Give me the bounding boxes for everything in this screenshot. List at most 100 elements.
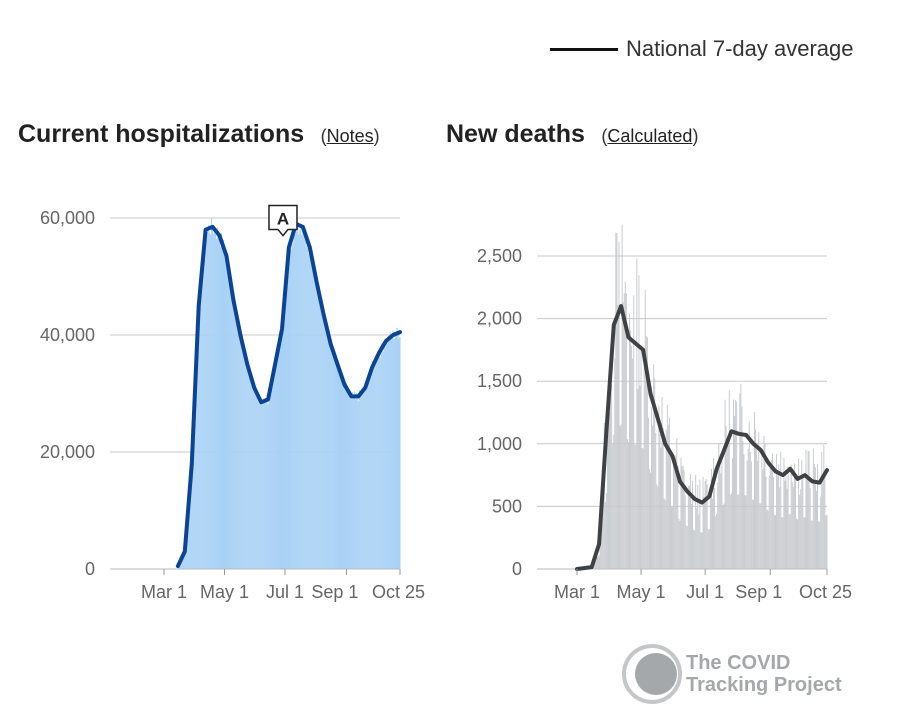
- daily-bar: [387, 335, 389, 569]
- daily-bar: [328, 341, 330, 569]
- daily-bar: [617, 304, 619, 569]
- daily-bar: [622, 302, 624, 569]
- daily-bar: [196, 350, 198, 569]
- daily-bar: [361, 392, 363, 569]
- daily-bar: [265, 402, 267, 569]
- daily-bar: [757, 460, 759, 569]
- daily-bar: [627, 441, 629, 569]
- daily-bar: [671, 506, 673, 569]
- daily-bar: [689, 473, 691, 569]
- daily-bar: [307, 247, 309, 569]
- daily-bar: [696, 508, 698, 569]
- x-tick-label: Jul 1: [266, 582, 304, 602]
- daily-bar: [247, 364, 249, 569]
- daily-bar: [725, 426, 727, 569]
- daily-bar: [279, 333, 281, 569]
- daily-bar: [602, 464, 604, 569]
- daily-bar: [826, 514, 828, 569]
- daily-bar: [684, 495, 686, 569]
- daily-bar: [781, 517, 783, 569]
- x-tick-label: May 1: [200, 582, 249, 602]
- daily-bar: [632, 358, 634, 569]
- daily-bar: [772, 477, 774, 569]
- daily-bar: [822, 478, 824, 569]
- daily-bar: [621, 224, 623, 569]
- daily-bar: [283, 302, 285, 569]
- daily-bar: [685, 525, 687, 569]
- legend: National 7-day average: [550, 36, 880, 66]
- daily-bar: [598, 555, 600, 569]
- daily-bar: [705, 478, 707, 569]
- y-tick-label: 0: [85, 559, 95, 579]
- daily-bar: [280, 337, 282, 569]
- daily-bar: [375, 362, 377, 569]
- daily-bar: [601, 497, 603, 569]
- daily-bar: [707, 529, 709, 569]
- daily-bar: [780, 451, 782, 569]
- daily-bar: [785, 474, 787, 569]
- daily-bar: [694, 530, 696, 569]
- y-tick-label: 1,500: [477, 371, 522, 391]
- daily-bar: [749, 452, 751, 569]
- daily-bar: [399, 336, 401, 569]
- daily-bar: [182, 555, 184, 569]
- daily-bar: [802, 477, 804, 569]
- daily-bar: [635, 445, 637, 569]
- daily-bar: [195, 377, 197, 569]
- daily-bar: [330, 346, 332, 569]
- daily-bar: [736, 401, 738, 569]
- daily-bar: [786, 488, 788, 569]
- daily-bar: [311, 259, 313, 569]
- daily-bar: [184, 551, 186, 569]
- daily-bar: [709, 495, 711, 569]
- daily-bar: [610, 351, 612, 569]
- daily-bar: [634, 444, 636, 569]
- daily-bar: [370, 370, 372, 569]
- daily-bar: [271, 383, 273, 569]
- daily-bar: [672, 507, 674, 569]
- daily-bar: [297, 224, 299, 570]
- daily-bar: [755, 429, 757, 569]
- daily-bar: [349, 392, 351, 569]
- y-tick-label: 60,000: [40, 208, 95, 228]
- daily-bar: [722, 505, 724, 569]
- daily-bar: [606, 438, 608, 569]
- daily-bar: [308, 254, 310, 570]
- daily-bar: [808, 450, 810, 569]
- daily-bar: [190, 475, 192, 569]
- daily-bar: [651, 407, 653, 569]
- daily-bar: [727, 442, 729, 569]
- daily-bar: [801, 459, 803, 569]
- hospitalizations-note: (Notes): [320, 126, 380, 146]
- notes-link[interactable]: Notes: [326, 126, 374, 146]
- daily-bar: [596, 546, 598, 569]
- daily-bar: [183, 553, 185, 569]
- daily-bar: [703, 496, 705, 569]
- daily-bar: [371, 361, 373, 569]
- daily-bar: [379, 357, 381, 569]
- daily-bar: [396, 327, 398, 569]
- daily-bar: [633, 295, 635, 569]
- branding-name: The COVID Tracking Project: [686, 652, 876, 696]
- daily-bar: [756, 448, 758, 569]
- daily-bar: [322, 307, 324, 569]
- daily-bar: [275, 358, 277, 569]
- daily-bar: [663, 498, 665, 569]
- daily-bar: [814, 467, 816, 569]
- daily-bar: [761, 452, 763, 569]
- y-tick-label: 2,500: [477, 246, 522, 266]
- daily-bar: [631, 345, 633, 569]
- daily-bar: [674, 464, 676, 569]
- daily-bar: [357, 400, 359, 569]
- daily-bar: [313, 267, 315, 569]
- daily-bar: [187, 514, 189, 569]
- calculated-link[interactable]: Calculated: [607, 126, 693, 146]
- daily-bar: [207, 227, 209, 569]
- daily-bar: [607, 419, 609, 569]
- daily-bar: [234, 311, 236, 569]
- daily-bar: [245, 363, 247, 569]
- daily-bar: [374, 358, 376, 569]
- daily-bar: [682, 465, 684, 569]
- daily-bar: [193, 420, 195, 569]
- daily-bar: [227, 263, 229, 569]
